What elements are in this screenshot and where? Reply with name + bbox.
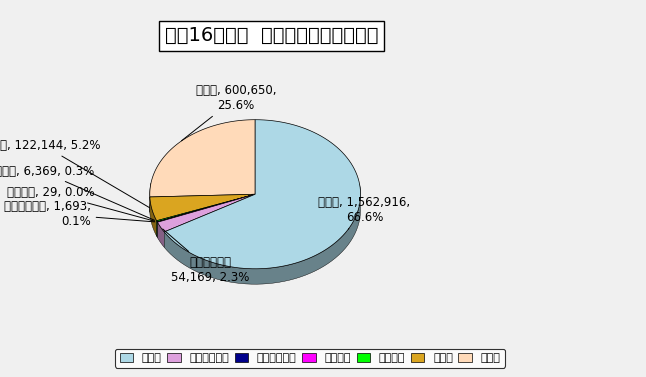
PathPatch shape xyxy=(150,194,255,221)
PathPatch shape xyxy=(158,194,255,232)
Polygon shape xyxy=(164,184,360,284)
PathPatch shape xyxy=(157,194,255,222)
Legend: 下水道, 農業集落排水, 漁業集落排水, 簡易排水, コミプラ, 浄化槽, 未処理: 下水道, 農業集落排水, 漁業集落排水, 簡易排水, コミプラ, 浄化槽, 未処… xyxy=(115,349,505,368)
Text: 未処理, 600,650,
25.6%: 未処理, 600,650, 25.6% xyxy=(182,84,276,141)
PathPatch shape xyxy=(150,120,255,197)
Polygon shape xyxy=(158,222,164,247)
Text: 漁業集落排水, 1,693,
0.1%: 漁業集落排水, 1,693, 0.1% xyxy=(4,199,154,227)
Text: コミプラ, 6,369, 0.3%: コミプラ, 6,369, 0.3% xyxy=(0,165,154,220)
Text: 簡易排水, 29, 0.0%: 簡易排水, 29, 0.0% xyxy=(7,187,154,221)
PathPatch shape xyxy=(164,120,360,269)
Polygon shape xyxy=(150,197,157,236)
Text: 浄化槽, 122,144, 5.2%: 浄化槽, 122,144, 5.2% xyxy=(0,139,149,208)
PathPatch shape xyxy=(158,194,255,222)
Polygon shape xyxy=(150,183,151,212)
Text: 農業集落排水
54,169, 2.3%: 農業集落排水 54,169, 2.3% xyxy=(163,229,249,284)
Text: 下水道, 1,562,916,
66.6%: 下水道, 1,562,916, 66.6% xyxy=(318,196,410,229)
PathPatch shape xyxy=(158,194,255,222)
Text: 平成16年度末  汚水衛生処理率の内訳: 平成16年度末 汚水衛生処理率の内訳 xyxy=(165,26,378,45)
Polygon shape xyxy=(157,221,158,238)
